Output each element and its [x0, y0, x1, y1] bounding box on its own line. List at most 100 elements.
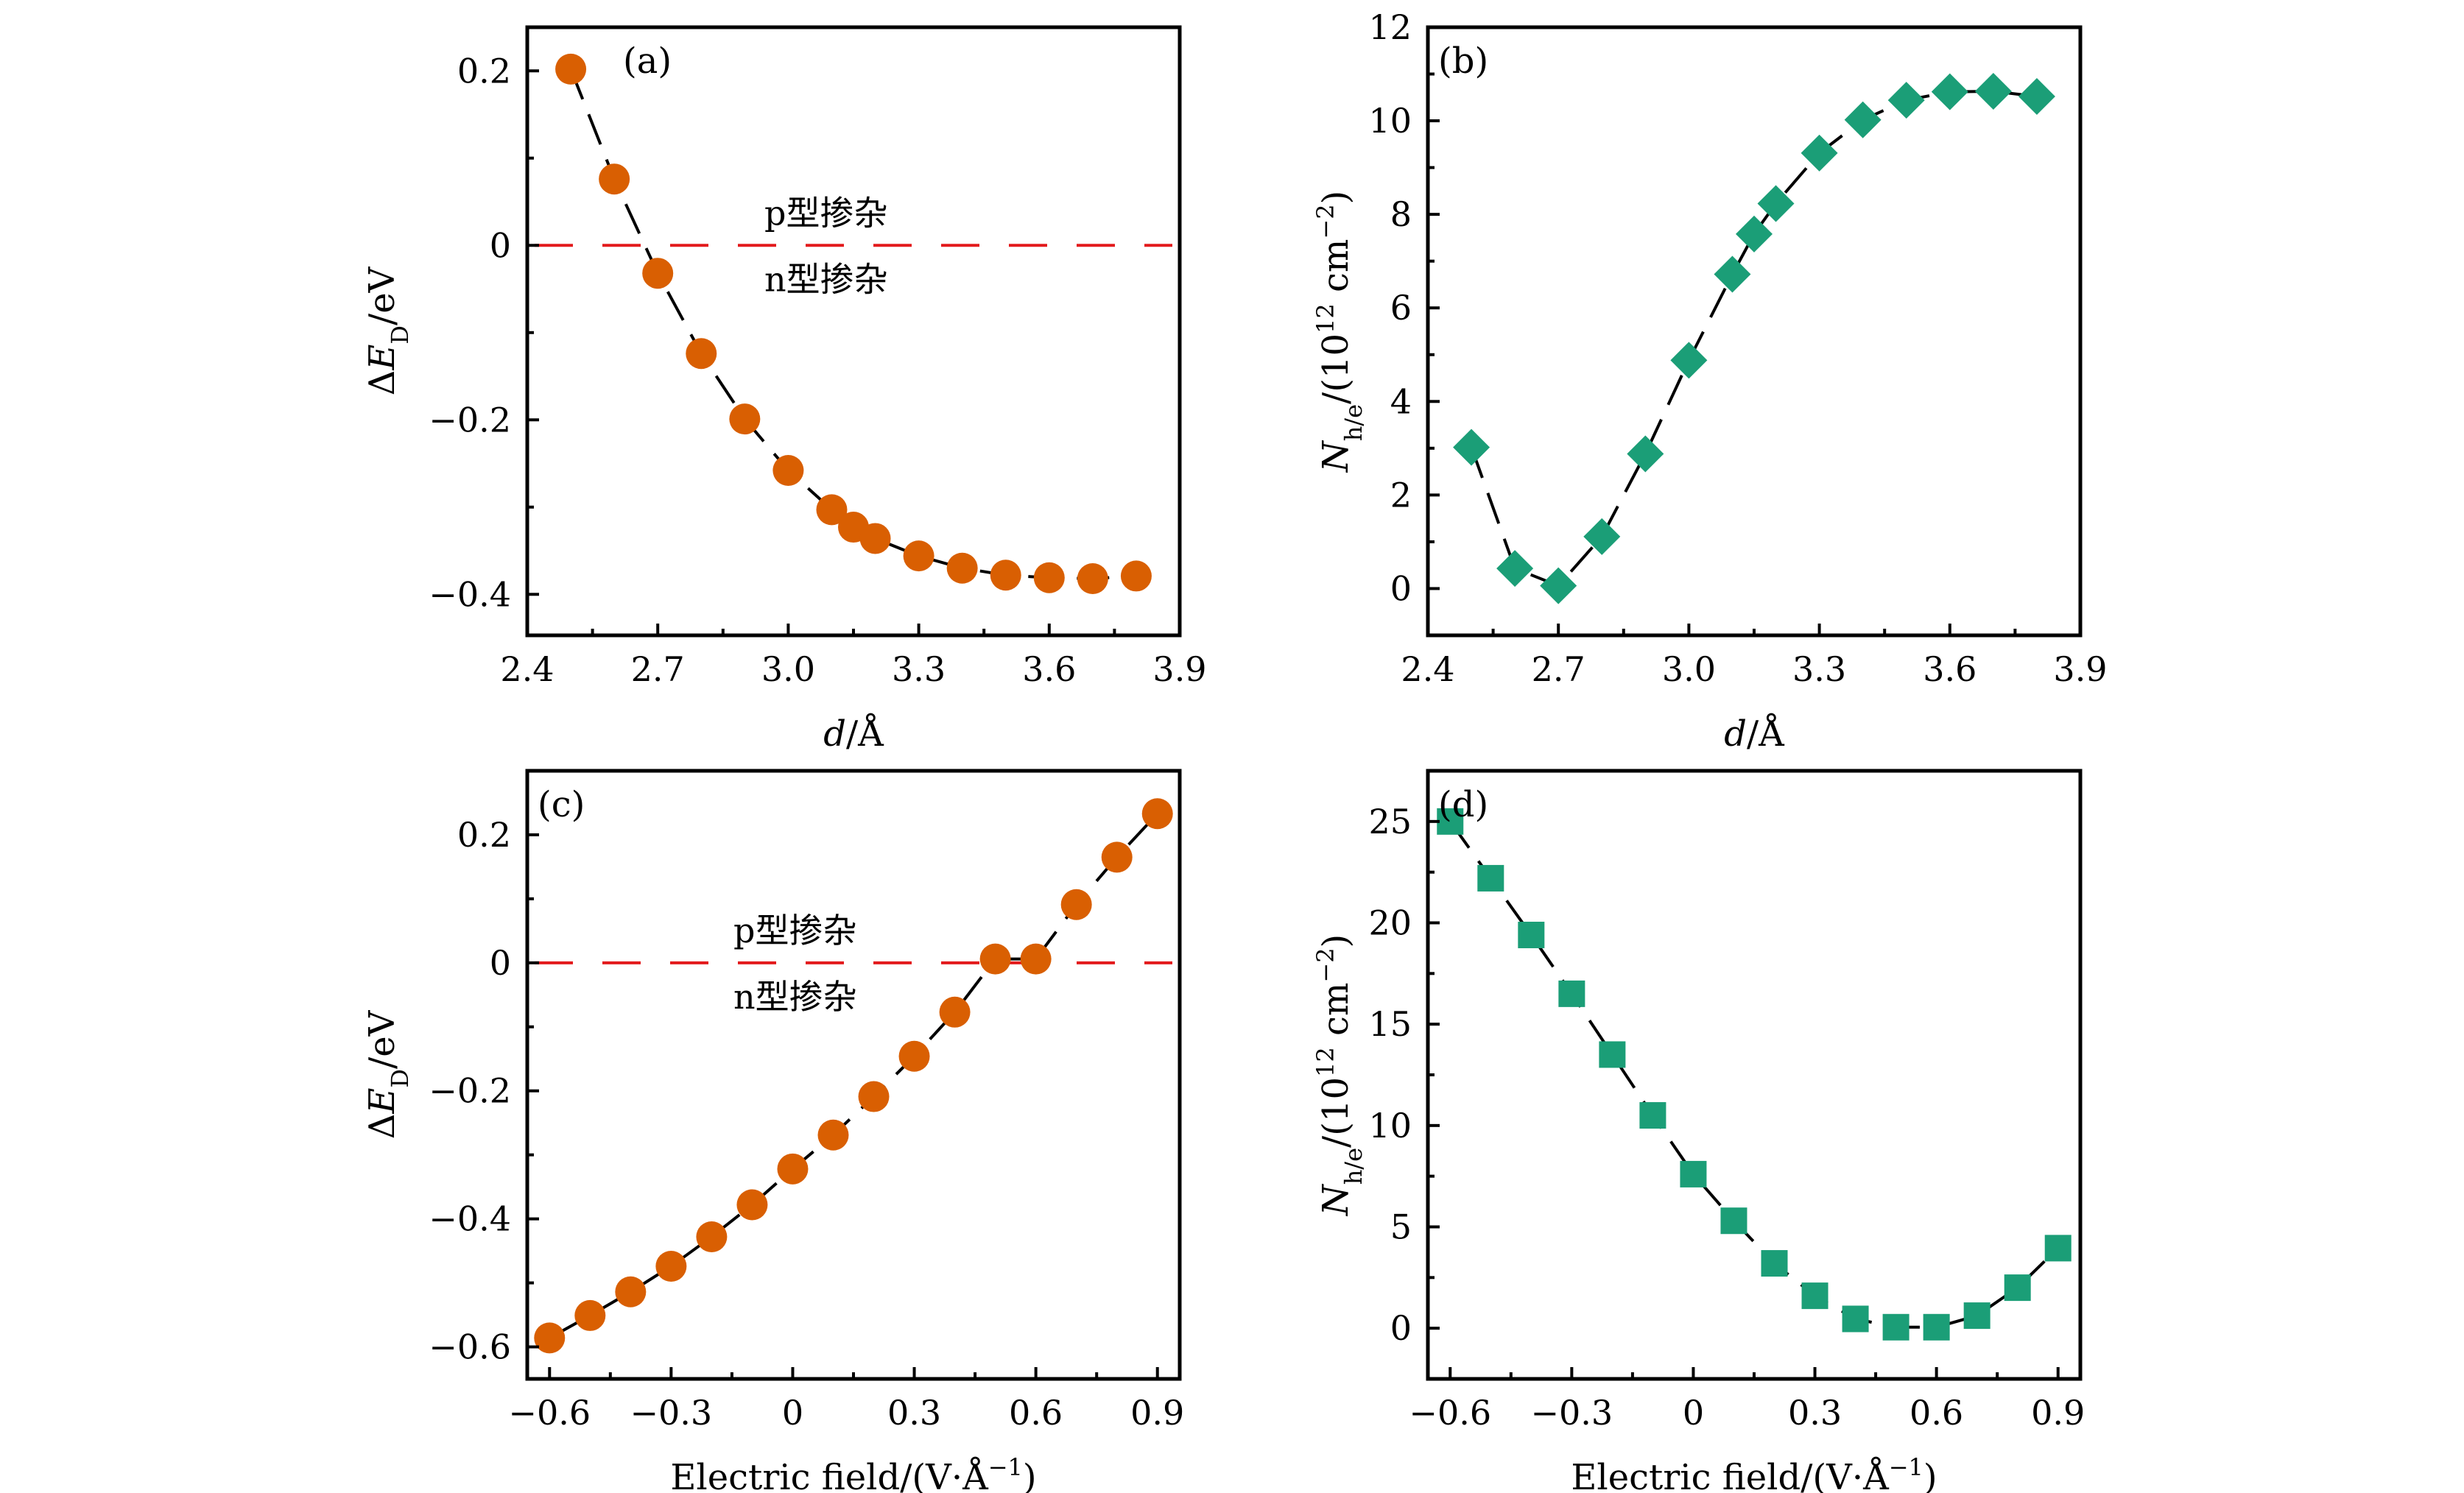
data-point: [534, 1322, 566, 1354]
data-point: [555, 53, 587, 85]
data-point: [1033, 562, 1065, 593]
data-point: [1931, 73, 1968, 110]
data-point: [1518, 922, 1545, 949]
y-label-unit: /eV: [362, 266, 403, 325]
x-tick-label: −0.6: [508, 1393, 591, 1433]
x-tick-label: 0.9: [1130, 1393, 1184, 1433]
data-point: [1120, 560, 1152, 592]
y-axis-label: ΔED/eV: [362, 1009, 414, 1139]
data-point: [1882, 1313, 1909, 1341]
data-point: [1844, 101, 1882, 138]
y-label-unit-cm: cm: [1315, 239, 1356, 304]
y-label-close: ): [1315, 191, 1356, 205]
series-line: [569, 68, 1137, 581]
y-label-delta: Δ: [362, 370, 403, 396]
panel-label: (b): [1438, 40, 1488, 82]
panel-label: (c): [538, 784, 585, 825]
y-tick-label: 15: [1368, 1004, 1412, 1044]
y-tick-label: 6: [1390, 288, 1412, 328]
data-point: [1477, 864, 1504, 892]
data-point: [1680, 1160, 1707, 1187]
y-tick-label: 25: [1368, 802, 1412, 841]
x-label-unit: /Å: [1747, 713, 1785, 755]
y-axis-label: Nh/e/(1012 cm−2): [1312, 934, 1367, 1217]
x-tick-label: −0.6: [1409, 1393, 1491, 1433]
y-tick-label: 0: [1390, 568, 1412, 608]
annotation-n-type: n型掺杂: [733, 977, 857, 1017]
data-point: [990, 560, 1021, 591]
x-axis-label: Electric field/(V·Å−1): [670, 1453, 1036, 1493]
x-label-unit: Electric field/(V·Å: [1571, 1456, 1890, 1493]
panel-a: 2.4 2.7 3.0 3.3 3.6 3.9 0.2 0 −0.2 −0.4 (a) p型掺杂 n型掺…: [362, 25, 1207, 755]
data-point: [1077, 562, 1108, 594]
y-label-var: N: [1315, 1183, 1356, 1216]
data-point: [1801, 134, 1838, 172]
data-point: [642, 258, 674, 289]
data-point: [655, 1250, 687, 1282]
annotation-p-type: p型掺杂: [764, 193, 887, 233]
x-tick-label: 2.7: [1532, 649, 1585, 689]
y-label-var: E: [362, 345, 403, 371]
plot-frame: [525, 25, 1182, 638]
x-tick-label: 0: [1683, 1393, 1704, 1433]
x-label-exponent: −1: [988, 1453, 1023, 1481]
y-tick-label: 0: [490, 943, 511, 983]
data-point: [1757, 185, 1795, 222]
data-point: [817, 1119, 849, 1151]
x-tick-label: 3.3: [892, 649, 946, 689]
x-tick-label: 3.0: [761, 649, 815, 689]
y-label-unit-cm: cm: [1315, 983, 1356, 1048]
y-tick-label: 12: [1368, 7, 1412, 47]
data-point: [615, 1276, 647, 1307]
series-line: [549, 812, 1159, 1340]
y-tick-label: 0: [1390, 1308, 1412, 1348]
y-label-exponent: 12: [1312, 303, 1340, 333]
y-label-var: E: [362, 1088, 403, 1115]
y-tick-label: 4: [1390, 381, 1412, 421]
y-label-subscript: D: [386, 1069, 414, 1088]
y-axis-label: Nh/e/(1012 cm−2): [1312, 191, 1367, 473]
data-point: [1639, 1102, 1666, 1129]
annotation-n-type: n型掺杂: [764, 259, 888, 299]
data-point: [1583, 518, 1621, 555]
y-tick-label: 0.2: [457, 815, 511, 855]
data-point: [1670, 342, 1708, 379]
x-label-var: d: [1724, 713, 1747, 755]
panel-c: −0.6 −0.3 0 0.3 0.6 0.9 0.2 0 −0.2 −0.4 −0.6 (c) p型掺…: [362, 769, 1184, 1493]
data-point: [599, 163, 630, 195]
data-point: [858, 1081, 890, 1112]
y-label-unit: /(10: [1315, 1077, 1356, 1148]
y-label-exponent: 12: [1312, 1047, 1340, 1077]
x-label-exponent: −1: [1889, 1453, 1923, 1481]
panel-b: 2.4 2.7 3.0 3.3 3.6 3.9 0 2 4 6 8 10 12 (b) d/Å Nh/e/(1…: [1312, 7, 2108, 755]
x-axis-label: Electric field/(V·Å−1): [1571, 1453, 1937, 1493]
x-tick-label: −0.3: [1531, 1393, 1613, 1433]
data-point: [772, 455, 804, 487]
x-tick-label: 3.6: [1022, 649, 1076, 689]
y-tick-label: −0.4: [429, 574, 511, 614]
panel-label: (d): [1438, 784, 1488, 825]
annotation-p-type: p型掺杂: [733, 911, 856, 950]
data-point: [979, 943, 1011, 975]
data-point: [939, 996, 971, 1028]
data-point: [729, 403, 761, 435]
data-point: [686, 338, 717, 370]
x-axis-label: d/Å: [1724, 713, 1785, 755]
x-tick-label: 3.0: [1662, 649, 1716, 689]
data-point: [2004, 1274, 2031, 1302]
data-point: [946, 552, 978, 584]
data-point: [1060, 889, 1092, 920]
y-tick-label: −0.2: [429, 400, 511, 440]
y-label-close: ): [1315, 934, 1356, 948]
x-label-unit: /Å: [846, 713, 884, 755]
data-point: [1720, 1207, 1747, 1235]
x-tick-label: 0.3: [887, 1393, 941, 1433]
x-label-close: ): [1923, 1457, 1937, 1493]
y-label-exponent: −2: [1312, 947, 1340, 982]
data-point: [1540, 567, 1577, 604]
data-point: [1437, 808, 1464, 835]
y-tick-label: 8: [1390, 194, 1412, 234]
x-tick-label: 0.3: [1788, 1393, 1842, 1433]
data-point: [1101, 841, 1133, 873]
